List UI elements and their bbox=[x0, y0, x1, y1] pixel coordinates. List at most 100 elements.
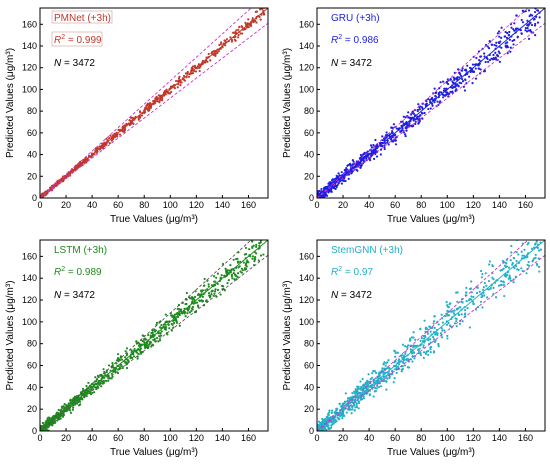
scatter-point bbox=[216, 272, 219, 275]
scatter-point bbox=[416, 116, 419, 119]
scatter-point bbox=[453, 78, 456, 81]
scatter-point bbox=[186, 312, 189, 315]
scatter-point bbox=[125, 354, 128, 357]
scatter-point bbox=[470, 280, 473, 283]
scatter-point bbox=[394, 355, 397, 358]
scatter-point bbox=[384, 380, 388, 383]
upper-band-line bbox=[317, 240, 529, 431]
scatter-point bbox=[231, 277, 234, 280]
scatter-point bbox=[500, 46, 503, 49]
scatter-point bbox=[458, 76, 461, 79]
scatter-point bbox=[507, 34, 510, 37]
scatter-point bbox=[523, 254, 526, 257]
scatter-point bbox=[480, 296, 483, 299]
scatter-point bbox=[521, 21, 525, 24]
scatter-point bbox=[194, 301, 197, 304]
scatter-point bbox=[413, 357, 416, 360]
scatter-point bbox=[130, 350, 133, 354]
scatter-point bbox=[479, 55, 482, 58]
scatter-point bbox=[537, 257, 540, 260]
scatter-point bbox=[455, 291, 458, 294]
scatter-point bbox=[536, 9, 539, 12]
y-tick-label: 100 bbox=[299, 317, 314, 327]
scatter-point bbox=[512, 280, 515, 284]
scatter-point bbox=[527, 9, 531, 12]
scatter-point bbox=[539, 221, 541, 223]
scatter-point bbox=[135, 340, 138, 343]
scatter-point bbox=[442, 96, 445, 99]
scatter-point bbox=[497, 30, 501, 33]
scatter-point bbox=[477, 64, 480, 67]
scatter-point bbox=[404, 345, 407, 348]
model-label: StemGNN (+3h) bbox=[331, 245, 403, 256]
scatter-point bbox=[236, 272, 240, 275]
scatter-point bbox=[461, 67, 464, 70]
lower-band-line bbox=[317, 254, 545, 431]
scatter-point bbox=[433, 315, 436, 318]
scatter-point bbox=[427, 349, 430, 353]
scatter-point bbox=[234, 274, 237, 277]
scatter-point bbox=[346, 399, 349, 403]
y-tick-label: 160 bbox=[22, 251, 37, 261]
scatter-point bbox=[234, 35, 237, 38]
scatter-point bbox=[223, 289, 227, 292]
scatter-point bbox=[355, 160, 358, 163]
scatter-point bbox=[515, 259, 518, 263]
scatter-point bbox=[461, 320, 464, 323]
scatter-point bbox=[355, 391, 358, 394]
scatter-point bbox=[429, 351, 432, 354]
scatter-point bbox=[406, 346, 409, 349]
scatter-point bbox=[323, 426, 326, 429]
scatter-point bbox=[466, 306, 469, 310]
scatter-point bbox=[408, 339, 411, 342]
scatter-point bbox=[520, 18, 523, 22]
scatter-point bbox=[120, 358, 124, 361]
scatter-point bbox=[327, 414, 330, 417]
scatter-point bbox=[469, 70, 472, 74]
scatter-point bbox=[460, 77, 464, 81]
scatter-point bbox=[513, 38, 516, 42]
scatter-point bbox=[243, 253, 246, 256]
y-tick-label: 60 bbox=[304, 128, 314, 138]
model-label: LSTM (+3h) bbox=[54, 245, 107, 256]
panel-4: 0 20 40 60 80 100 120 140 160 0 20 40 60 80 100 120 140 1… bbox=[282, 221, 546, 458]
scatter-point bbox=[173, 87, 177, 90]
scatter-point bbox=[201, 289, 204, 292]
x-tick-label: 60 bbox=[113, 200, 123, 210]
scatter-point bbox=[186, 309, 190, 312]
scatter-point bbox=[257, 259, 260, 262]
scatter-point bbox=[401, 343, 405, 346]
scatter-point bbox=[468, 326, 471, 329]
scatter-point bbox=[470, 298, 473, 301]
scatter-point bbox=[534, 256, 537, 259]
scatter-point bbox=[526, 23, 530, 26]
scatter-point bbox=[505, 36, 509, 39]
scatter-point bbox=[320, 187, 323, 191]
scatter-point bbox=[440, 313, 443, 316]
y-tick-label: 80 bbox=[27, 339, 37, 349]
scatter-point bbox=[259, 254, 263, 257]
r2-annotation: R2 = 0.97 bbox=[331, 266, 373, 278]
y-tick-label: 20 bbox=[304, 404, 314, 414]
scatter-point bbox=[458, 81, 461, 84]
scatter-point bbox=[422, 344, 425, 347]
scatter-point bbox=[443, 329, 446, 332]
scatter-point bbox=[440, 336, 444, 339]
scatter-point bbox=[445, 93, 448, 96]
scatter-point bbox=[432, 335, 435, 339]
scatter-point bbox=[446, 309, 449, 312]
scatter-point bbox=[514, 264, 518, 268]
scatter-point bbox=[150, 331, 153, 335]
scatter-point bbox=[463, 308, 467, 312]
scatter-point bbox=[478, 59, 481, 62]
scatter-point bbox=[539, 236, 541, 238]
scatter-point bbox=[460, 69, 463, 72]
scatter-point bbox=[534, 236, 536, 238]
scatter-point bbox=[503, 35, 506, 38]
n-annotation: N = 3472 bbox=[331, 58, 372, 69]
y-tick-label: 120 bbox=[22, 295, 37, 305]
scatter-point bbox=[367, 373, 370, 376]
scatter-point bbox=[207, 292, 211, 295]
scatter-point bbox=[419, 351, 422, 355]
